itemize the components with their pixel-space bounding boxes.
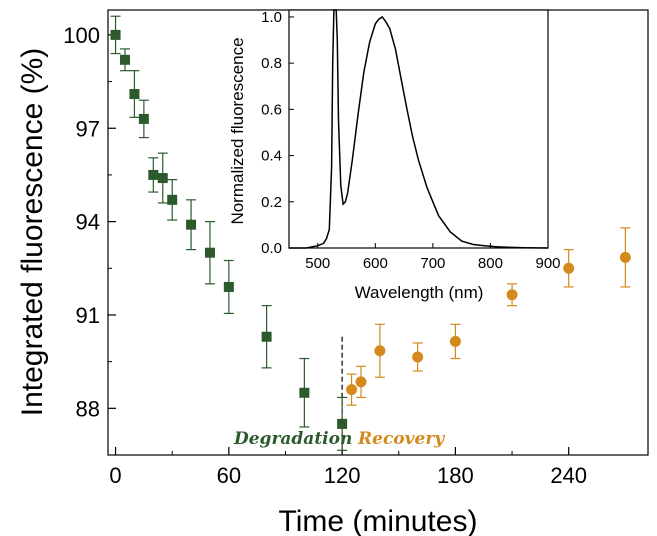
degradation-point [110,29,121,40]
degradation-point [223,281,234,292]
inset-x-tick-label: 600 [363,255,388,272]
degradation-point [167,194,178,205]
inset-x-tick-label: 800 [478,255,503,272]
recovery-point [346,384,358,396]
degradation-point [157,173,168,184]
inset-x-tick-label: 500 [305,255,330,272]
degradation-point [148,169,159,180]
inset-axis-ticks [289,16,549,249]
inset-x-tick-label: 700 [420,255,445,272]
recovery-point [412,351,424,363]
recovery-point [355,376,367,388]
recovery-point [449,335,461,347]
recovery-point [506,289,518,301]
recovery-point [619,251,631,263]
main-x-tick-label: 240 [550,463,587,488]
recovery-point [563,262,575,274]
inset-y-tick-label: 0.0 [261,240,282,257]
degradation-point [261,331,272,342]
main-y-tick-label: 94 [76,210,100,235]
degradation-point [204,247,215,258]
inset-plot-frame [288,9,549,249]
inset-y-axis-title: Normalized fluorescence [228,37,247,224]
inset-y-tick-label: 0.2 [261,194,282,211]
recovery-point [374,345,386,357]
inset-y-tick-label: 0.4 [261,148,282,165]
main-x-tick-label: 60 [217,463,241,488]
degradation-label: Degradation [233,429,352,449]
degradation-point [129,89,140,100]
main-y-tick-label: 91 [76,303,100,328]
main-x-axis-title: Time (minutes) [279,505,478,536]
main-y-tick-label: 100 [63,23,100,48]
recovery-label: Recovery [357,429,445,449]
degradation-point [337,418,348,429]
degradation-point [299,387,310,398]
inset-y-tick-label: 0.8 [261,55,282,72]
inset-y-tick-label: 0.6 [261,101,282,118]
main-tick-labels: 0 60 120 180 240 88 91 94 97 100 [63,23,587,488]
degradation-point [119,54,130,65]
main-y-axis-title: Integrated fluorescence (%) [16,48,49,417]
inset-spectrum-line [289,9,549,249]
inset-tick-labels: 500 600 700 800 900 0.0 0.2 0.4 0.6 0.8 1.0 [261,9,560,272]
inset-x-tick-label: 900 [535,255,560,272]
degradation-point [186,219,197,230]
degradation-point [138,113,149,124]
inset-chart: 500 600 700 800 900 0.0 0.2 0.4 0.6 0.8 1.0 Wavele… [228,9,561,302]
inset-x-axis-title: Wavelength (nm) [355,283,484,302]
main-x-tick-label: 120 [324,463,361,488]
data-markers [110,29,631,429]
main-x-tick-label: 180 [437,463,474,488]
main-x-tick-label: 0 [109,463,121,488]
main-y-tick-label: 97 [76,116,100,141]
inset-y-tick-label: 1.0 [261,9,282,26]
main-y-tick-label: 88 [76,396,100,421]
